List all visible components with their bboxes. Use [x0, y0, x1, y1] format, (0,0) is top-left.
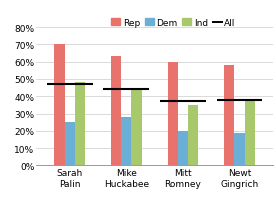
Bar — [178, 131, 188, 166]
Bar — [168, 62, 178, 166]
Bar — [65, 123, 75, 166]
Bar — [234, 133, 245, 166]
Legend: Rep, Dem, Ind, All: Rep, Dem, Ind, All — [111, 19, 236, 28]
Bar — [188, 105, 198, 166]
Bar — [75, 83, 85, 166]
Bar — [54, 45, 65, 166]
Bar — [245, 100, 255, 166]
Bar — [131, 90, 142, 166]
Bar — [121, 117, 131, 166]
Bar — [224, 66, 234, 166]
Bar — [111, 57, 121, 166]
